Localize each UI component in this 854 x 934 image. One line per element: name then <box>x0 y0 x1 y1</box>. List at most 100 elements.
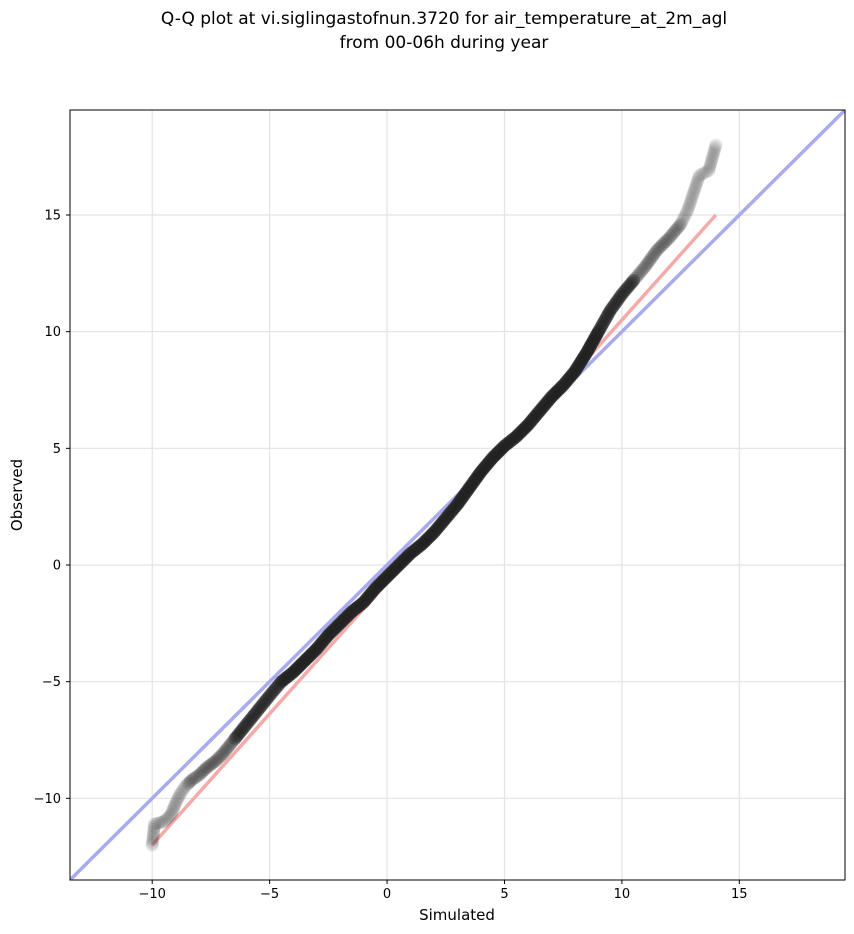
quantile-point <box>220 741 234 755</box>
quantile-point <box>647 247 661 261</box>
quantile-point <box>150 816 164 830</box>
quantile-point <box>170 794 184 808</box>
quantile-point <box>606 300 620 314</box>
quantile-point <box>681 203 695 217</box>
quantile-point <box>659 235 673 249</box>
quantile-point <box>688 180 702 194</box>
quantile-point <box>167 801 181 815</box>
quantile-point <box>190 770 204 784</box>
quantile-point <box>705 152 719 166</box>
quantile-point <box>164 808 178 822</box>
quantile-point <box>155 815 169 829</box>
quantile-point <box>253 700 267 714</box>
y-axis-label: Observed <box>8 459 26 531</box>
quantile-point <box>594 320 608 334</box>
quantile-point <box>264 687 278 701</box>
quantile-point <box>145 838 159 852</box>
quantile-point <box>630 269 644 283</box>
quantile-point <box>160 811 174 825</box>
quantile-point <box>255 698 269 712</box>
quantile-point <box>199 761 213 775</box>
quantile-point <box>598 312 612 326</box>
quantile-point <box>635 263 649 277</box>
quantile-point <box>157 815 171 829</box>
quantile-point <box>597 314 611 328</box>
quantile-point <box>207 755 221 769</box>
quantile-point <box>679 206 693 220</box>
y-tick-label: 15 <box>44 209 61 224</box>
quantile-point <box>175 784 189 798</box>
plot-frame <box>69 109 846 881</box>
quantile-point <box>678 208 692 222</box>
quantile-point <box>610 293 624 307</box>
quantile-point <box>660 233 674 247</box>
quantile-point <box>685 192 699 206</box>
quantile-point <box>662 231 676 245</box>
quantile-point <box>609 296 623 309</box>
quantile-point <box>222 739 236 753</box>
quantile-point <box>214 749 228 763</box>
quantile-point <box>259 693 273 707</box>
quantile-point <box>612 291 626 305</box>
quantile-point <box>706 147 720 161</box>
quantile-point <box>146 828 160 841</box>
quantile-point <box>677 210 691 224</box>
quantile-point <box>633 265 647 279</box>
quantile-point <box>637 261 651 275</box>
y-axis-ticks: −10 −5 0 5 10 15 <box>34 209 70 807</box>
y-tick-label: −10 <box>34 792 61 807</box>
quantile-point <box>177 782 191 796</box>
quantile-point <box>236 722 250 736</box>
quantile-point <box>196 765 210 778</box>
quantile-point <box>258 695 272 708</box>
quantile-point <box>192 768 206 782</box>
quantile-point <box>148 817 162 831</box>
quantile-point <box>247 708 261 722</box>
quantile-point <box>617 285 631 299</box>
quantile-point <box>147 822 161 836</box>
quantile-point <box>171 791 185 805</box>
quantile-point <box>245 710 259 724</box>
quantile-point <box>650 243 664 257</box>
quantile-point <box>256 696 270 710</box>
quantile-point <box>627 273 641 287</box>
quantile-point <box>201 760 215 774</box>
quantile-point <box>684 194 698 208</box>
quantile-point <box>178 780 192 794</box>
quantile-point <box>216 747 230 761</box>
quantile-point <box>203 758 217 772</box>
quantile-point <box>618 283 632 297</box>
quantile-point <box>704 154 718 168</box>
quantile-point <box>709 138 723 152</box>
quantile-point <box>672 219 686 233</box>
quantile-point <box>261 691 275 705</box>
quantile-point <box>591 325 605 339</box>
quantile-point <box>165 805 179 819</box>
quantile-point <box>166 803 180 817</box>
quantile-point <box>263 689 277 703</box>
x-tick-label: 5 <box>500 887 508 902</box>
quantile-point <box>646 249 660 263</box>
quantile-point <box>622 279 636 293</box>
quantile-point <box>702 161 716 175</box>
quantile-point <box>644 251 658 265</box>
quantile-point <box>691 173 705 187</box>
quantile-point <box>674 217 688 231</box>
quantile-point <box>603 304 617 318</box>
quantile-point <box>697 166 711 180</box>
y-tick-label: 0 <box>53 559 61 574</box>
quantile-point <box>152 816 166 830</box>
quantile-point <box>628 271 642 285</box>
quantile-point <box>640 257 654 271</box>
quantile-point <box>655 238 669 252</box>
quantile-point <box>708 143 722 157</box>
quantile-point <box>183 774 197 788</box>
quantile-point <box>249 706 263 720</box>
x-tick-label: −5 <box>260 887 279 902</box>
quantile-point <box>703 159 717 173</box>
quantile-point <box>595 318 609 332</box>
quantile-point <box>690 175 704 189</box>
quantile-point <box>147 820 161 834</box>
quantile-point <box>233 726 247 740</box>
quantile-point <box>615 287 629 301</box>
